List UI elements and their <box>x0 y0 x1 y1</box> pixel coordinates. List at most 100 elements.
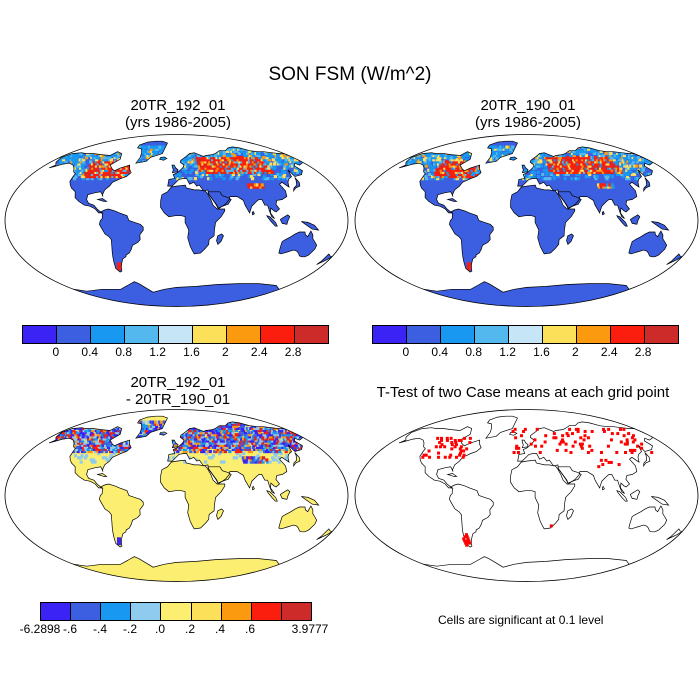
colorbar-tick-label: .2 <box>184 622 196 636</box>
coastline-new-zealand <box>666 253 683 265</box>
colorbar-swatch <box>441 326 475 343</box>
coastline-cuba <box>446 473 458 477</box>
coastline-north-america <box>398 151 482 214</box>
coastline-madagascar <box>216 508 224 521</box>
coastline-greenland <box>485 140 518 164</box>
colorbar-tick-label: 0 <box>402 345 410 359</box>
panel-3-title-line2: - 20TR_190_01 <box>125 391 231 408</box>
colorbar-tick-label: 0.4 <box>431 345 449 359</box>
colorbar-tick-label: 3.9777 <box>291 622 329 636</box>
map-border <box>354 409 699 582</box>
coastline-japan <box>293 177 301 193</box>
landmass-australia <box>278 231 317 257</box>
coastline-arabia-fill <box>557 191 582 209</box>
colorbar-swatch <box>251 603 282 620</box>
landmass-madagascar <box>216 233 224 245</box>
colorbar-swatch <box>161 603 192 620</box>
coastline-new-guinea <box>651 221 670 231</box>
colorbar-swatch <box>193 326 227 343</box>
colorbar-swatch <box>191 603 222 620</box>
coastline-borneo <box>629 214 641 225</box>
coastline-arabia-fill <box>207 191 232 209</box>
panel-2-title-line1: 20TR_190_01 <box>480 97 576 114</box>
coastline-cuba <box>446 198 458 202</box>
coastline-new-zealand <box>316 253 333 265</box>
coastline-uk <box>521 439 529 449</box>
significant-cells <box>421 427 654 547</box>
colorbar-tick-label: 0.4 <box>81 345 99 359</box>
colorbar-panel-1 <box>22 325 329 344</box>
colorbar-panel-3 <box>40 602 312 621</box>
colorbar-tick-label: 0.8 <box>465 345 482 359</box>
coastline-new-zealand <box>316 528 333 540</box>
landmass-south-america <box>449 209 494 273</box>
colorbar-swatch <box>261 326 295 343</box>
map-border <box>354 134 699 307</box>
coastline-japan <box>293 452 301 468</box>
coastline-uk <box>521 164 529 174</box>
coastline-greenland <box>485 415 518 439</box>
coastline-madagascar <box>216 233 224 246</box>
coastline-africa <box>160 184 226 255</box>
landmass-new-zealand <box>316 528 332 540</box>
coastline-cuba <box>96 473 108 477</box>
colorbar-tick-label: 1.2 <box>499 345 516 359</box>
panel-3-title-line1: 20TR_192_01 <box>130 374 226 391</box>
coastline-madagascar <box>566 508 574 521</box>
panel-4-title-line1: T-Test of two Case means at each grid po… <box>376 384 670 401</box>
coastline-sri-lanka <box>251 210 255 216</box>
map-panel-3 <box>4 409 349 582</box>
colorbar-tick-label: 2.4 <box>600 345 618 359</box>
coastline-australia <box>628 505 668 533</box>
colorbar-swatch <box>373 326 407 343</box>
landmass-south-america <box>99 209 144 273</box>
colorbar-tick-label: 0 <box>52 345 60 359</box>
coastline-africa <box>160 459 226 530</box>
colorbar-swatch <box>227 326 261 343</box>
coastline-new-guinea <box>301 221 320 231</box>
panel-3-title: 20TR_192_01 - 20TR_190_01 <box>38 374 318 408</box>
landmass-indonesia <box>616 215 628 227</box>
coastline-sri-lanka <box>251 485 255 491</box>
coastline-arabia-fill <box>207 466 232 484</box>
landmass-africa <box>160 460 225 529</box>
panel-1-title: 20TR_192_01 (yrs 1986-2005) <box>38 97 318 131</box>
coastline-africa <box>510 184 576 255</box>
coastline-iceland <box>159 156 168 161</box>
colorbar-tick-label: 1.6 <box>533 345 550 359</box>
colorbar-tick-label: .4 <box>214 622 226 636</box>
landmass-africa <box>510 185 575 254</box>
coastline-south-america <box>449 208 494 273</box>
colorbar-tick-label: 2.8 <box>284 345 302 359</box>
coastline-iceland <box>509 431 518 436</box>
coastline-madagascar <box>566 233 574 246</box>
colorbar-swatch <box>543 326 577 343</box>
coastline-iceland <box>509 156 518 161</box>
coastline-africa <box>510 459 576 530</box>
panel-4-title: T-Test of two Case means at each grid po… <box>348 384 698 401</box>
coastline-australia <box>278 505 318 533</box>
coastline-new-guinea <box>651 496 670 506</box>
colorbar-swatch <box>57 326 91 343</box>
landmass-australia <box>628 231 667 257</box>
coastline-borneo <box>279 489 291 500</box>
map-border <box>4 134 349 307</box>
coastline-sri-lanka <box>601 485 605 491</box>
coastline-new-zealand <box>666 528 683 540</box>
colorbar-swatch <box>71 603 102 620</box>
landmass-new-zealand <box>316 253 332 265</box>
landmass-new-zealand <box>666 253 682 265</box>
coastline-north-america <box>48 151 132 214</box>
colorbar-tick-label: 1.6 <box>183 345 200 359</box>
colorbar-swatch <box>159 326 193 343</box>
coastline-japan <box>643 177 651 193</box>
coastline-australia <box>278 230 318 258</box>
panel-1-title-line1: 20TR_192_01 <box>130 97 226 114</box>
colorbar-swatch <box>221 603 252 620</box>
colorbar-swatch <box>509 326 543 343</box>
landmass-indonesia <box>266 215 278 227</box>
colorbar-tick-label: -.4 <box>92 622 108 636</box>
colorbar-tick-label: -6.2898 <box>19 622 61 636</box>
map-panel-2 <box>354 134 699 307</box>
landmass-south-america <box>99 484 144 548</box>
